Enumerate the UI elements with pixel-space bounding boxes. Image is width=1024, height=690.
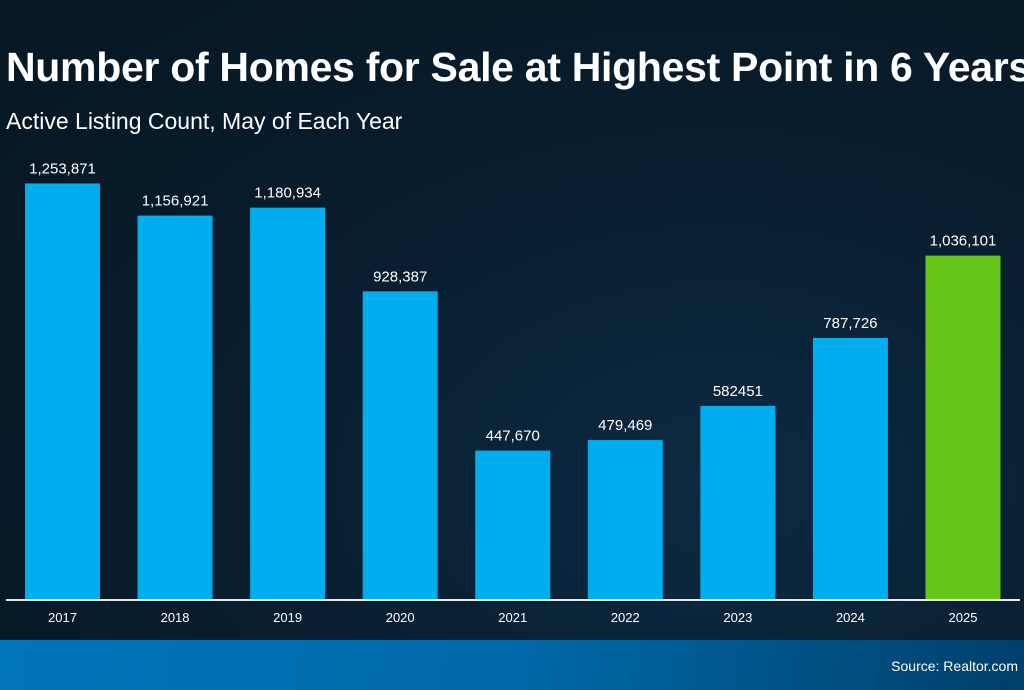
data-label-2021: 447,670 [486,428,540,445]
x-tick-label-2022: 2022 [611,610,640,625]
data-label-2018: 1,156,921 [142,193,209,210]
x-tick-label-2021: 2021 [498,610,527,625]
bar-2023 [700,405,776,599]
data-label-2023: 582451 [713,383,763,400]
x-tick-label-2025: 2025 [949,610,978,625]
data-label-2022: 479,469 [598,417,652,434]
x-tick-label-2024: 2024 [836,610,865,625]
data-label-2024: 787,726 [823,315,877,332]
bar-2018 [137,215,213,599]
chart-title: Number of Homes for Sale at Highest Poin… [6,44,1024,90]
footer-band: Source: Realtor.com [0,640,1024,690]
bar-2024 [812,337,888,599]
source-note: Source: Realtor.com [891,658,1018,674]
bar-2019 [250,207,326,599]
bar-2017 [25,183,100,599]
x-tick-label-2018: 2018 [161,610,190,625]
data-label-2020: 928,387 [373,268,427,285]
x-tick-label-2017: 2017 [48,610,77,625]
bar-chart: 1,253,871 2017 1,156,921 2018 1,180,934 2019 9… [6,160,1020,625]
bar-2020 [362,291,438,599]
data-label-2025: 1,036,101 [930,233,997,250]
x-tick-label-2020: 2020 [386,610,415,625]
chart-subtitle: Active Listing Count, May of Each Year [6,108,403,134]
data-label-2019: 1,180,934 [254,185,321,202]
bar-2022 [587,440,663,599]
bar-2025 [925,255,1001,600]
bar-2021 [475,450,551,599]
x-tick-label-2023: 2023 [723,610,752,625]
x-tick-label-2019: 2019 [273,610,302,625]
data-label-2017: 1,253,871 [29,160,96,177]
